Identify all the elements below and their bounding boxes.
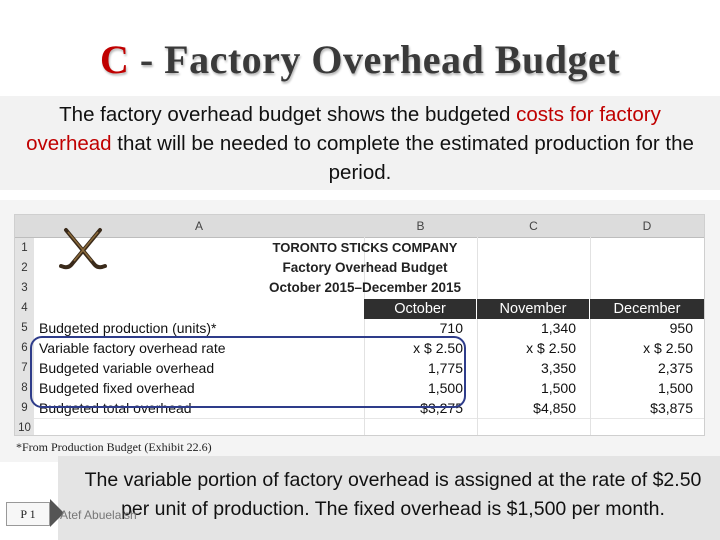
cell-production-oct: 710 xyxy=(439,320,463,336)
month-header-october: October xyxy=(364,299,476,319)
cell-rate-oct: x $ 2.50 xyxy=(413,340,463,356)
row-label-variable-rate: Variable factory overhead rate xyxy=(39,340,226,356)
cell-total-oct: $3,275 xyxy=(420,400,463,416)
title-letter: C xyxy=(99,37,130,82)
cell-rate-nov: x $ 2.50 xyxy=(526,340,576,356)
arrow-right-icon xyxy=(50,499,64,527)
row-label-variable-overhead: Budgeted variable overhead xyxy=(39,360,215,376)
budget-period: October 2015–December 2015 xyxy=(268,280,462,295)
cell-total-nov: $4,850 xyxy=(533,400,576,416)
cell-variable-nov: 3,350 xyxy=(540,360,576,376)
intro-paragraph: The factory overhead budget shows the bu… xyxy=(14,100,706,187)
slide-title: C - Factory Overhead Budget xyxy=(0,36,720,83)
grid-line xyxy=(34,418,704,419)
column-header-c: C xyxy=(477,215,590,238)
page-indicator: P 1 xyxy=(6,499,68,527)
grid-line xyxy=(590,237,591,435)
corner-cell xyxy=(15,215,34,238)
footnote: *From Production Budget (Exhibit 22.6) xyxy=(16,440,212,454)
row-label-production: Budgeted production (units)* xyxy=(39,320,217,336)
row-number: 3 xyxy=(15,278,34,299)
highlight-frame xyxy=(30,336,466,408)
cell-fixed-nov: 1,500 xyxy=(540,380,576,396)
row-number: 1 xyxy=(15,238,34,259)
row-label-total-overhead: Budgeted total overhead xyxy=(39,400,192,416)
explanation-text: The variable portion of factory overhead… xyxy=(84,469,702,520)
cell-production-dec: 950 xyxy=(669,320,693,336)
cell-fixed-dec: 1,500 xyxy=(657,380,693,396)
explanation-panel xyxy=(58,456,720,540)
budget-subtitle: Factory Overhead Budget xyxy=(282,260,448,275)
page-number: P 1 xyxy=(6,502,50,526)
intro-part2: that will be needed to complete the esti… xyxy=(111,132,694,184)
column-header-b: B xyxy=(364,215,477,238)
cell-variable-dec: 2,375 xyxy=(657,360,693,376)
cell-fixed-oct: 1,500 xyxy=(427,380,463,396)
row-number: 2 xyxy=(15,258,34,279)
month-header-december: December xyxy=(590,299,704,319)
column-header-d: D xyxy=(590,215,704,238)
intro-highlight: costs for factory overhead xyxy=(26,103,661,155)
column-header-a: A xyxy=(34,215,364,238)
intro-part1: The factory overhead budget shows the bu… xyxy=(59,103,517,126)
cell-variable-oct: 1,775 xyxy=(427,360,463,376)
intro-band xyxy=(0,96,720,190)
row-number: 5 xyxy=(15,318,34,339)
row-label-fixed-overhead: Budgeted fixed overhead xyxy=(39,380,195,396)
cell-production-nov: 1,340 xyxy=(540,320,576,336)
row-number: 10 xyxy=(15,418,34,435)
company-name: TORONTO STICKS COMPANY xyxy=(272,240,458,255)
month-header-november: November xyxy=(477,299,589,319)
spreadsheet: A B C D 1 2 3 4 5 6 7 8 9 10 TORONTO STI… xyxy=(14,214,705,436)
hockey-sticks-icon xyxy=(59,228,107,270)
grid-line xyxy=(477,237,478,435)
row-number: 4 xyxy=(15,298,34,319)
author-name: Atef Abuelaish xyxy=(60,508,137,522)
cell-rate-dec: x $ 2.50 xyxy=(643,340,693,356)
title-text: - Factory Overhead Budget xyxy=(129,37,621,82)
cell-total-dec: $3,875 xyxy=(650,400,693,416)
